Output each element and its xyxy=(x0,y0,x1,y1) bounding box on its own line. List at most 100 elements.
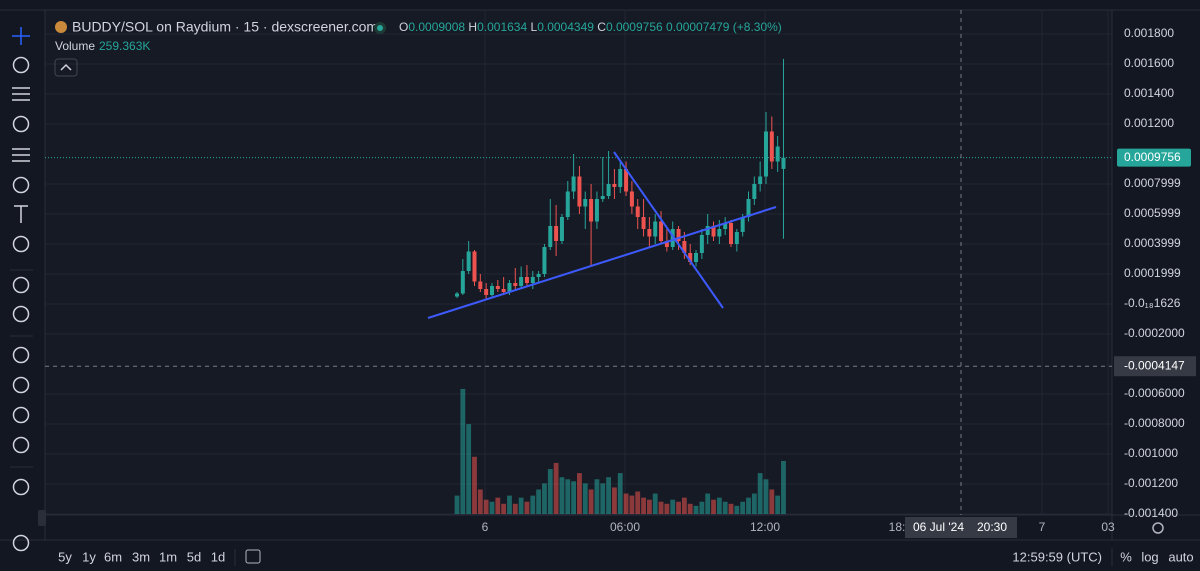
y-tick-label: 0.0005999 xyxy=(1124,206,1181,220)
status-dot xyxy=(377,25,383,31)
y-tick-label: 0.001400 xyxy=(1124,86,1174,100)
trend-line[interactable] xyxy=(427,206,777,319)
volume-bar xyxy=(553,462,559,514)
candle-body xyxy=(460,271,465,294)
tool-button[interactable] xyxy=(12,346,30,364)
x-tick-label: 06:00 xyxy=(610,520,640,534)
timeframe-button[interactable]: 1m xyxy=(159,549,177,564)
candle-body xyxy=(688,253,693,262)
tool-button[interactable] xyxy=(12,305,30,323)
tool-button[interactable] xyxy=(12,115,30,133)
candle-body xyxy=(682,241,687,253)
tool-button[interactable] xyxy=(12,534,30,552)
volume-bar xyxy=(711,499,716,514)
volume-bar xyxy=(623,493,629,514)
candle-body xyxy=(653,221,658,237)
crosshair-price-box xyxy=(1114,356,1196,377)
candle-body xyxy=(659,221,664,241)
candle-body xyxy=(472,251,477,282)
date-range-icon[interactable] xyxy=(245,549,261,564)
volume-bar xyxy=(629,495,635,514)
candle-body xyxy=(612,184,617,187)
timeframe-button[interactable]: 3m xyxy=(132,549,150,564)
tool-button[interactable] xyxy=(12,148,30,162)
candle-body xyxy=(729,223,734,244)
candle-body xyxy=(717,229,722,237)
scale-option[interactable]: auto xyxy=(1168,549,1193,564)
volume-bar xyxy=(530,495,536,514)
volume-bar xyxy=(588,489,594,514)
tool-button[interactable] xyxy=(12,87,30,101)
legend-value: 0.0004349 xyxy=(537,20,594,34)
x-tick-label: 12:00 xyxy=(750,520,780,534)
volume-bar xyxy=(524,501,530,514)
tool-button[interactable] xyxy=(12,376,30,394)
price-axis: 0.001800 0.001600 0.001400 0.001200 0.000799… xyxy=(1114,26,1196,520)
candle-body xyxy=(495,286,500,289)
x-tick-label: 6 xyxy=(482,520,489,534)
sidebar-handle[interactable] xyxy=(38,510,46,526)
legend-label: L xyxy=(531,20,538,34)
candle-body xyxy=(629,191,634,207)
volume-bar xyxy=(687,503,693,514)
trend-line[interactable] xyxy=(613,151,724,309)
volume-bar xyxy=(477,489,483,514)
tool-icon xyxy=(12,115,30,133)
candle-body xyxy=(635,206,640,217)
volume-bar xyxy=(565,479,571,514)
scale-option[interactable]: % xyxy=(1120,549,1132,564)
candle-body xyxy=(711,226,716,237)
candle-body xyxy=(781,157,786,169)
candle-body xyxy=(548,226,553,247)
volume-bar xyxy=(676,501,681,514)
candle-body xyxy=(699,235,704,253)
volume-bar xyxy=(577,473,582,514)
candle-body xyxy=(536,274,541,277)
volume-bar xyxy=(769,489,775,514)
tool-button[interactable] xyxy=(12,176,30,194)
candle-body xyxy=(589,199,594,222)
tool-button[interactable] xyxy=(12,276,30,294)
volume-label: Volume xyxy=(55,39,95,53)
timeframe-button[interactable]: 5y xyxy=(58,549,72,564)
volume-bar xyxy=(512,503,518,514)
candle-body xyxy=(501,289,506,292)
candle-body xyxy=(705,226,710,235)
volume-bar xyxy=(635,491,641,514)
settings-icon[interactable] xyxy=(1152,522,1164,534)
timeframe-button[interactable]: 1d xyxy=(211,549,225,564)
tool-button[interactable] xyxy=(12,235,30,253)
tool-button[interactable] xyxy=(14,205,28,223)
tool-icon xyxy=(12,305,30,323)
candle-body xyxy=(676,229,681,241)
volume-bar xyxy=(641,497,646,514)
volume-bar xyxy=(746,497,751,514)
tool-icon xyxy=(12,534,30,552)
legend-value: 0.001634 xyxy=(477,20,527,34)
candle-body xyxy=(763,131,768,177)
volume-bar xyxy=(571,481,576,514)
candle-body xyxy=(664,241,669,247)
timeframe-button[interactable]: 5d xyxy=(187,549,201,564)
tool-button[interactable] xyxy=(12,406,30,424)
drawing-toolbar xyxy=(10,27,33,552)
tool-button[interactable] xyxy=(12,56,30,74)
collapse-button[interactable] xyxy=(54,58,78,77)
y-tick-label: -0.001400 xyxy=(1124,506,1178,520)
volume-bar xyxy=(518,497,524,514)
y-tick-label: 0.0007999 xyxy=(1124,176,1181,190)
y-tick-label: 0.0003999 xyxy=(1124,236,1181,250)
y-tick-label: -0.0₁₈1626 xyxy=(1124,296,1181,310)
volume-bar xyxy=(646,499,652,514)
candle-body xyxy=(670,229,675,247)
tool-button[interactable] xyxy=(12,27,30,45)
tool-button[interactable] xyxy=(12,478,30,496)
scale-option[interactable]: log xyxy=(1141,549,1158,564)
candle-body xyxy=(571,176,576,192)
tool-button[interactable] xyxy=(12,436,30,454)
candle-body xyxy=(489,286,494,295)
candle-body xyxy=(519,277,524,286)
timeframe-button[interactable]: 6m xyxy=(104,549,122,564)
volume-bar xyxy=(483,499,489,514)
timeframe-button[interactable]: 1y xyxy=(82,549,96,564)
